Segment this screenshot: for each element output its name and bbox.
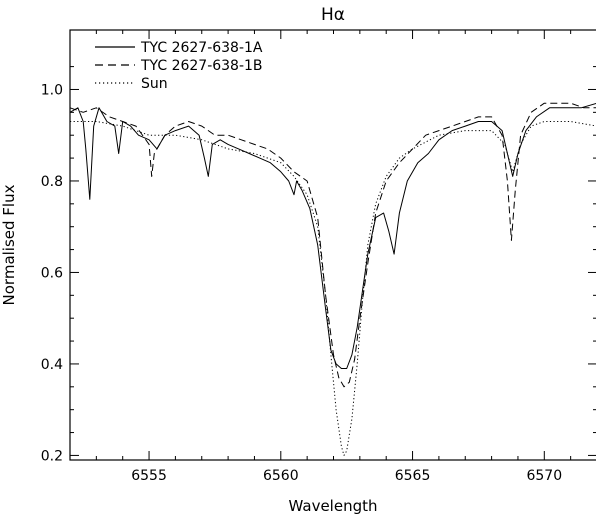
legend-label: TYC 2627-638-1B	[140, 58, 263, 74]
y-tick-label: 0.4	[41, 357, 63, 373]
y-axis-label: Normalised Flux	[0, 184, 18, 305]
x-tick-label: 6570	[526, 468, 562, 484]
x-axis-label: Wavelength	[289, 497, 378, 515]
series-line-sun	[70, 121, 596, 456]
x-tick-label: 6555	[131, 468, 167, 484]
plot-frame	[69, 29, 596, 461]
series-line-tyc-2627-638-1a	[69, 102, 596, 369]
x-tick-label: 6560	[263, 468, 299, 484]
legend: TYC 2627-638-1A TYC 2627-638-1B Sun	[95, 40, 263, 92]
y-tick-label: 0.8	[41, 174, 63, 190]
axis-ticks: 6555 6560 6565 6570 0.2 0.4 0.6 0.8 1.0	[41, 30, 596, 484]
x-tick-label: 6565	[395, 468, 431, 484]
y-tick-label: 1.0	[41, 82, 63, 98]
series-line-tyc-2627-638-1b	[69, 102, 596, 388]
series-layer	[69, 102, 596, 456]
y-tick-label: 0.2	[41, 448, 63, 464]
y-tick-label: 0.6	[41, 265, 63, 281]
legend-label: Sun	[141, 76, 168, 92]
legend-label: TYC 2627-638-1A	[140, 40, 263, 56]
chart-title: Hα	[321, 5, 345, 25]
